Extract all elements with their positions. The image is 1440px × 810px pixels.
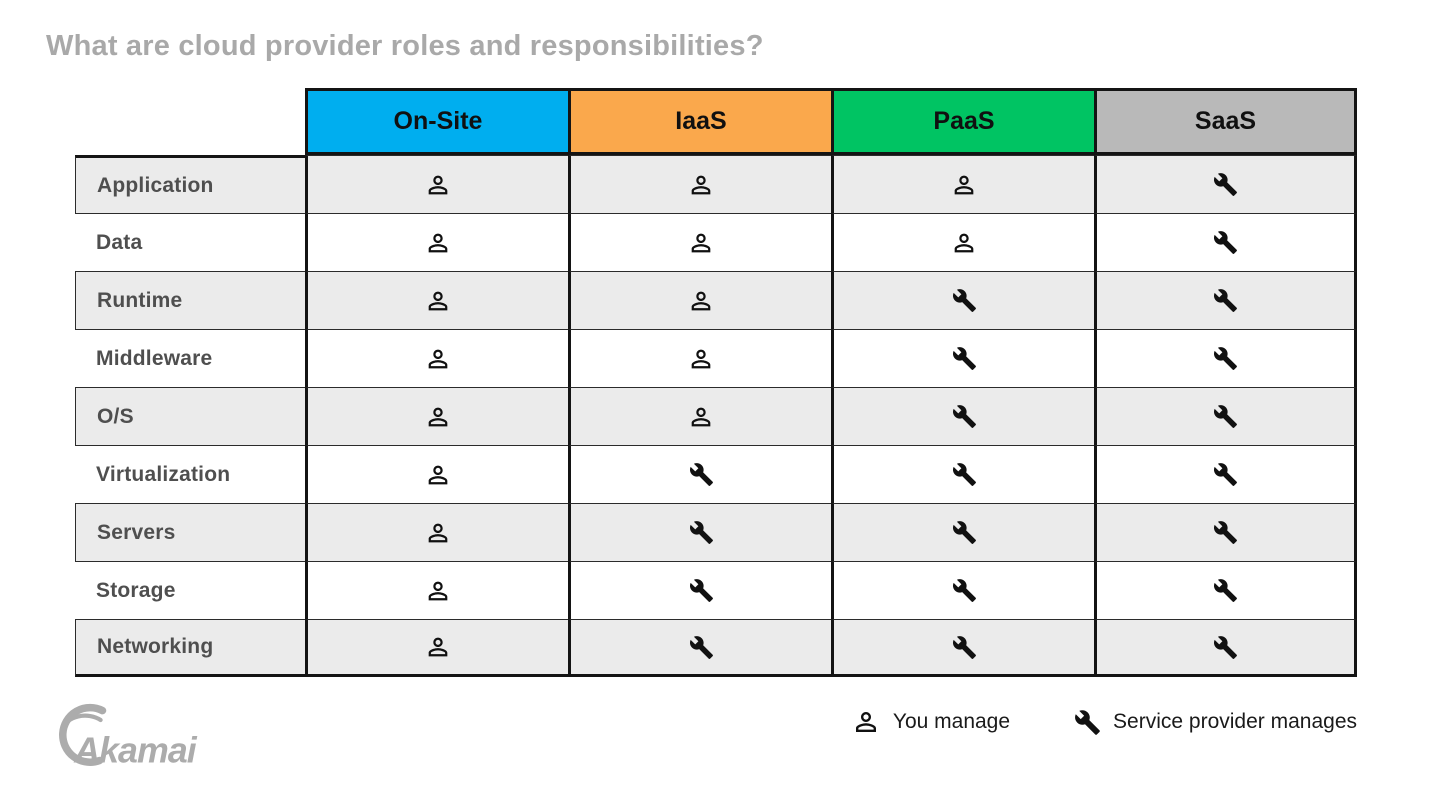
matrix-cell — [305, 561, 568, 619]
legend: You manage Service provider manages — [851, 700, 1357, 744]
row-label: Middleware — [75, 329, 305, 387]
matrix-cell — [1094, 445, 1357, 503]
table-row: Servers — [75, 503, 1357, 561]
legend-item-provider-manages: Service provider manages — [1074, 709, 1357, 736]
matrix-cell — [568, 387, 831, 445]
matrix-cell — [305, 271, 568, 329]
matrix-cell — [1094, 271, 1357, 329]
matrix-cell — [831, 329, 1094, 387]
table-row: Networking — [75, 619, 1357, 677]
matrix-cell — [568, 619, 831, 677]
matrix-cell — [1094, 503, 1357, 561]
column-header-paas: PaaS — [831, 88, 1094, 155]
matrix-cell — [568, 561, 831, 619]
matrix-cell — [568, 271, 831, 329]
matrix-cell — [305, 619, 568, 677]
matrix-cell — [568, 445, 831, 503]
matrix-cell — [305, 387, 568, 445]
column-header-label: IaaS — [675, 107, 727, 135]
matrix-cell — [305, 329, 568, 387]
legend-item-you-manage: You manage — [851, 707, 1010, 737]
matrix-cell — [1094, 329, 1357, 387]
logo-swoosh-large — [59, 703, 107, 766]
column-header-label: On-Site — [393, 107, 483, 135]
table-row: Data — [75, 213, 1357, 271]
matrix-cell — [568, 213, 831, 271]
row-label: Networking — [75, 619, 305, 677]
matrix-cell — [568, 155, 831, 213]
matrix-cell — [568, 503, 831, 561]
table-row: Storage — [75, 561, 1357, 619]
matrix-cell — [831, 271, 1094, 329]
row-label: Virtualization — [75, 445, 305, 503]
matrix-cell — [1094, 561, 1357, 619]
responsibility-matrix: On-Site IaaS PaaS SaaS Application Data — [75, 88, 1357, 677]
matrix-cell — [831, 619, 1094, 677]
matrix-cell — [831, 155, 1094, 213]
matrix-cell — [831, 213, 1094, 271]
akamai-logo: Akamai — [46, 700, 206, 777]
matrix-cell — [831, 387, 1094, 445]
table-row: Virtualization — [75, 445, 1357, 503]
column-header-saas: SaaS — [1094, 88, 1357, 155]
column-header-label: PaaS — [933, 107, 995, 135]
table-row: Application — [75, 155, 1357, 213]
row-label: Data — [75, 213, 305, 271]
row-label: Runtime — [75, 271, 305, 329]
matrix-cell — [1094, 619, 1357, 677]
page-title: What are cloud provider roles and respon… — [46, 30, 764, 62]
matrix-cell — [831, 503, 1094, 561]
matrix-cell — [831, 445, 1094, 503]
matrix-cell — [305, 445, 568, 503]
column-header-iaas: IaaS — [568, 88, 831, 155]
column-header-label: SaaS — [1194, 107, 1257, 135]
matrix-cell — [1094, 387, 1357, 445]
table-row: O/S — [75, 387, 1357, 445]
matrix-cell — [305, 213, 568, 271]
column-header-onsite: On-Site — [305, 88, 568, 155]
table-row: Runtime — [75, 271, 1357, 329]
logo-swoosh-small — [60, 713, 103, 731]
matrix-cell — [305, 155, 568, 213]
row-label: Application — [75, 155, 305, 213]
matrix-cell — [1094, 213, 1357, 271]
row-label: Servers — [75, 503, 305, 561]
matrix-cell — [1094, 155, 1357, 213]
legend-label: Service provider manages — [1113, 710, 1357, 733]
header-row: On-Site IaaS PaaS SaaS — [75, 88, 1357, 155]
matrix-cell — [305, 503, 568, 561]
row-label: Storage — [75, 561, 305, 619]
table-row: Middleware — [75, 329, 1357, 387]
logo-text: Akamai — [73, 730, 198, 770]
header-spacer — [75, 88, 305, 155]
row-label: O/S — [75, 387, 305, 445]
legend-label: You manage — [892, 710, 1011, 733]
person-icon — [851, 707, 881, 737]
matrix-cell — [831, 561, 1094, 619]
wrench-icon — [1074, 709, 1101, 736]
matrix-cell — [568, 329, 831, 387]
